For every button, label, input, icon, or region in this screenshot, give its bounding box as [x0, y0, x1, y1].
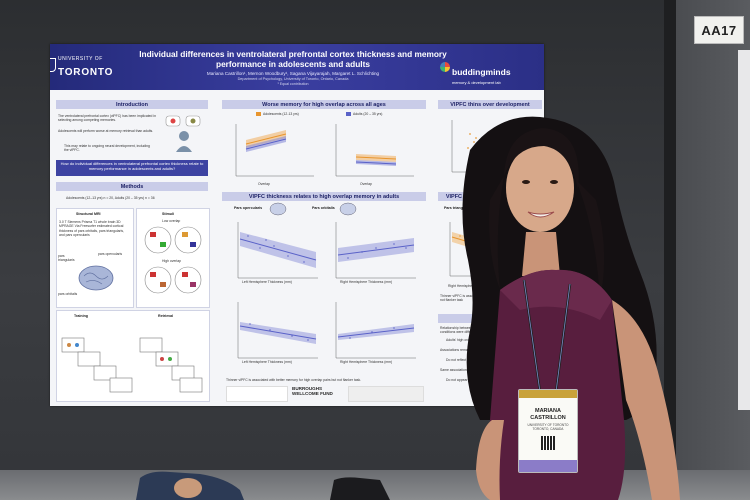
- name-badge: MARIANA CASTRILLON UNIVERSITY OF TORONTO…: [518, 389, 578, 473]
- university-logo: UNIVERSITY OF TORONTO: [50, 56, 114, 80]
- retrieval-label: Retrieval: [158, 314, 174, 318]
- structural-mri-label: Structural MRI: [76, 212, 101, 216]
- badge-footer-stripe: [519, 460, 577, 472]
- mri-panel: [56, 208, 134, 308]
- intro-illustration: [165, 115, 201, 152]
- lab-logo-icon: [440, 62, 450, 72]
- high-overlap-label: High overlap: [162, 259, 182, 263]
- legend-adults-text: Adults (20 – 35 yrs): [353, 112, 383, 116]
- section-methods: Methods: [56, 182, 208, 191]
- badge-affiliation-1: UNIVERSITY OF TORONTO: [527, 423, 569, 427]
- pars-triangularis-label: pars triangularis: [58, 254, 75, 263]
- section-worse-memory: Worse memory for high overlap across all…: [222, 100, 426, 109]
- procedure-diagram: [61, 337, 203, 393]
- research-question: How do individual differences in ventrol…: [56, 160, 208, 176]
- brain-icon-2: [339, 202, 357, 216]
- badge-affiliation: UNIVERSITY OF TORONTO TORONTO, CANADA: [519, 423, 577, 431]
- legend-adults-swatch: [346, 112, 351, 117]
- low-overlap-label: Low overlap: [162, 219, 181, 223]
- adjacent-poster: [738, 50, 750, 410]
- university-big: TORONTO: [58, 67, 114, 78]
- university-small: UNIVERSITY OF: [58, 56, 103, 62]
- rh-thickness-label-1: Right Hemisphere Thickness (mm): [340, 280, 393, 284]
- qr-code-icon: [541, 436, 555, 450]
- board-frame: [664, 0, 676, 480]
- training-label: Training: [74, 314, 88, 318]
- mri-text: 3.0 T Siemens Prisma T1 whole brain 3D M…: [59, 220, 125, 238]
- high-overlap-stimuli: [144, 266, 202, 294]
- thickness-scatter-plots: [237, 222, 416, 359]
- section-relates-high: VlPFC thickness relates to high overlap …: [222, 192, 426, 201]
- sponsor-bwf: BURROUGHS WELLCOME FUND: [292, 386, 333, 396]
- pars-opercularis-title: Pars opercularis: [234, 206, 263, 210]
- stimuli-panel: [136, 208, 210, 308]
- lh-thickness-label-2: Left Hemisphere Thickness (mm): [242, 360, 292, 364]
- overlap-axis-label-2: Overlap: [360, 182, 372, 186]
- overlap-memory-plots: [235, 124, 414, 177]
- stimuli-label: Stimuli: [162, 212, 174, 216]
- badge-affiliation-2: TORONTO, CANADA: [532, 427, 564, 431]
- booth-number-label: AA17: [694, 16, 744, 44]
- legend-adults: Adults (20 – 35 yrs): [346, 112, 383, 117]
- rh-thickness-label-2: Right Hemisphere Thickness (mm): [340, 360, 393, 364]
- poster-contribution: ¹ Equal contribution: [277, 82, 309, 86]
- brain-icon-1: [269, 202, 287, 216]
- section-introduction: Introduction: [56, 100, 208, 109]
- low-overlap-stimuli: [144, 226, 202, 254]
- lh-thickness-label-1: Left Hemisphere Thickness (mm): [242, 280, 292, 284]
- section-thins: VlPFC thins over development: [438, 100, 542, 109]
- pars-triangularis-title: Pars triangularis: [444, 206, 473, 210]
- participants-text: Adolescents (12–13 yrs) n = 20, Adults (…: [66, 196, 155, 200]
- title-line-2: performance in adolescents and adults: [216, 59, 370, 69]
- intro-text-3: This may relate to ongoing neural develo…: [64, 144, 150, 153]
- pars-orbitalis-label: pars orbitalis: [58, 292, 78, 296]
- intro-text-2: Adolescents will perform worse at memory…: [58, 129, 154, 133]
- adjacent-poster-board: [676, 0, 750, 480]
- badge-name: MARIANA CASTRILLON: [519, 408, 577, 422]
- brain-illustration: [78, 265, 114, 291]
- sponsor-logo-3: [348, 386, 424, 402]
- intro-text-1: The ventrolateral prefrontal cortex (vlP…: [58, 114, 156, 123]
- pars-orbitalis-title: Pars orbitalis: [312, 206, 335, 210]
- poster-department: Department of Psychology, University of …: [237, 77, 349, 81]
- sponsor-logo-1: [226, 386, 288, 402]
- lab-name: buddingminds: [452, 67, 511, 77]
- pars-opercularis-label: pars opercularis: [98, 252, 123, 256]
- overlap-axis-label-1: Overlap: [258, 182, 270, 186]
- poster-header: UNIVERSITY OF TORONTO Individual differe…: [50, 44, 544, 90]
- legend-adolescents-swatch: [256, 112, 261, 117]
- title-line-1: Individual differences in ventrolateral …: [139, 49, 447, 59]
- lab-sub: memory & development lab: [452, 80, 501, 85]
- lab-logo: buddingminds memory & development lab: [440, 62, 511, 85]
- legend-adolescents-text: Adolescents (12-13 yrs): [263, 112, 299, 116]
- legend-adolescents: Adolescents (12-13 yrs): [256, 112, 299, 117]
- poster-authors: Mariana Castrillon¹, Mernon Woodbury¹, S…: [206, 71, 380, 76]
- badge-header-stripe: [519, 390, 577, 398]
- badge-first-name: MARIANA: [535, 408, 561, 414]
- badge-last-name: CASTRILLON: [530, 415, 566, 421]
- crest-icon: [50, 58, 56, 72]
- poster-title: Individual differences in ventrolateral …: [128, 49, 458, 69]
- thinner-summary: Thinner vlPFC is associated with better …: [226, 378, 362, 382]
